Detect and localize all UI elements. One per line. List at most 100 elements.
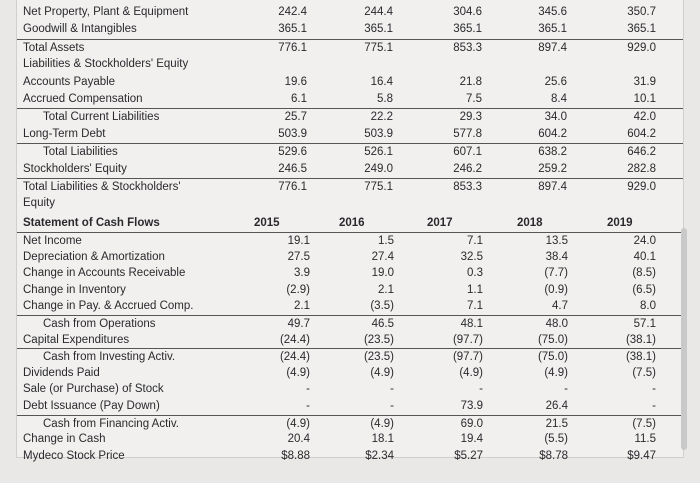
cell-value: 57.1 xyxy=(633,318,656,330)
cell-value: 897.4 xyxy=(538,181,567,193)
cell-value: 897.4 xyxy=(538,41,567,54)
cell-value: (4.9) xyxy=(459,366,483,379)
cell-value: 2.1 xyxy=(294,300,310,313)
cell-value: 1.1 xyxy=(467,283,483,296)
cell-value: 577.8 xyxy=(453,127,482,140)
row-label: Accounts Payable xyxy=(23,75,116,88)
table-row: Long-Term Debt 503.9 503.9 577.8 604.2 604.2 xyxy=(17,126,683,143)
cell-value: (7.7) xyxy=(544,267,568,280)
table-row: Accrued Compensation 6.1 5.8 7.5 8.4 10.1 xyxy=(17,91,683,108)
cell-value: 259.2 xyxy=(538,162,567,175)
cell-value: (38.1) xyxy=(625,351,656,364)
cell-value: (97.7) xyxy=(452,333,483,346)
row-label: Long-Term Debt xyxy=(23,127,106,140)
cell-value: (2.9) xyxy=(286,283,310,296)
row-label: Depreciation & Amortization xyxy=(23,250,165,263)
cell-value: 246.2 xyxy=(453,162,482,175)
row-label: Net Property, Plant & Equipment xyxy=(23,6,189,18)
cell-value: (0.9) xyxy=(544,283,568,296)
cell-value: $5.27 xyxy=(454,449,483,462)
table-row: Liabilities & Stockholders' Equity xyxy=(17,56,683,73)
cell-value: 42.0 xyxy=(633,111,656,124)
cell-value: 607.1 xyxy=(453,146,482,159)
cell-value: 8.0 xyxy=(640,300,656,313)
cell-value: 19.0 xyxy=(371,267,394,280)
row-label: Capital Expenditures xyxy=(23,333,130,346)
row-label: Stockholders' Equity xyxy=(23,162,127,175)
table-row: Stockholders' Equity 246.5 249.0 246.2 259.2… xyxy=(17,161,683,178)
table-row: Mydeco Stock Price $8.88 $2.34 $5.27 $8.78 $9… xyxy=(17,448,683,465)
row-label: Change in Accounts Receivable xyxy=(23,267,186,280)
cell-value: 365.1 xyxy=(364,23,393,36)
year-header: 2018 xyxy=(517,217,543,229)
cell-value: 40.1 xyxy=(633,250,656,263)
cell-value: 24.0 xyxy=(633,235,656,247)
cell-value: (24.4) xyxy=(279,333,310,346)
cell-value: 4.7 xyxy=(552,300,568,313)
cell-value: (97.7) xyxy=(452,351,483,364)
cell-value: 19.6 xyxy=(284,75,307,88)
cell-value: 13.5 xyxy=(545,235,568,247)
cell-value: 7.1 xyxy=(467,300,483,313)
table-row: Cash from Operations 49.7 46.5 48.1 48.0 57.1 xyxy=(17,315,683,333)
row-label: Mydeco Stock Price xyxy=(23,449,125,462)
cell-value: - xyxy=(306,400,310,412)
cell-value: 246.5 xyxy=(278,162,307,175)
cell-value: - xyxy=(479,383,483,396)
cell-value: 26.4 xyxy=(545,400,568,412)
cell-value: (4.9) xyxy=(286,417,310,430)
cell-value: (5.5) xyxy=(544,433,568,446)
cell-value: 244.4 xyxy=(364,6,393,18)
cell-value: 46.5 xyxy=(371,318,394,330)
cell-value: 242.4 xyxy=(278,6,307,18)
cell-value: - xyxy=(652,383,656,396)
cell-value: 853.3 xyxy=(453,181,482,193)
cell-value: (4.9) xyxy=(544,366,568,379)
cell-value: 22.2 xyxy=(370,111,393,124)
cell-value: (6.5) xyxy=(632,283,656,296)
cell-value: (8.5) xyxy=(632,267,656,280)
cell-value: 776.1 xyxy=(278,181,307,193)
cell-value: 2.1 xyxy=(378,283,394,296)
cell-value: 48.1 xyxy=(460,318,483,330)
cell-value: (24.4) xyxy=(279,351,310,364)
cell-value: $9.47 xyxy=(627,449,656,462)
cell-value: (4.9) xyxy=(370,417,394,430)
table-row: Cash from Investing Activ. (24.4) (23.5) (9… xyxy=(17,348,683,366)
cell-value: 21.8 xyxy=(459,75,482,88)
cell-value: 604.2 xyxy=(538,127,567,140)
cell-value: 29.3 xyxy=(459,111,482,124)
table-row: Change in Inventory (2.9) 2.1 1.1 (0.9) (6.5) xyxy=(17,282,683,299)
cell-value: 638.2 xyxy=(538,146,567,159)
row-label: Change in Cash xyxy=(23,433,106,446)
row-label: Change in Inventory xyxy=(23,283,126,296)
table-row: Net Property, Plant & Equipment 242.4 244.… xyxy=(17,4,683,21)
cell-value: $8.78 xyxy=(539,449,568,462)
cell-value: 1.5 xyxy=(378,235,394,247)
cell-value: (75.0) xyxy=(537,333,568,346)
row-label: Sale (or Purchase) of Stock xyxy=(23,383,164,396)
row-label: Total Liabilities & Stockholders' xyxy=(23,181,181,193)
cell-value: (7.5) xyxy=(632,366,656,379)
cell-value: 503.9 xyxy=(278,127,307,140)
cell-value: 365.1 xyxy=(453,23,482,36)
row-label: Change in Pay. & Accrued Comp. xyxy=(23,300,194,313)
cash-flow-title: Statement of Cash Flows 2015 2016 2017 2… xyxy=(17,215,683,232)
cell-value: 0.3 xyxy=(467,267,483,280)
table-row: Total Assets 776.1 775.1 853.3 897.4 929.0 xyxy=(17,38,683,57)
cell-value: 49.7 xyxy=(287,318,310,330)
row-label: Goodwill & Intangibles xyxy=(23,23,137,36)
cell-value: 775.1 xyxy=(364,41,393,54)
cell-value: - xyxy=(390,383,394,396)
row-label: Net Income xyxy=(23,235,82,247)
cell-value: 526.1 xyxy=(364,146,393,159)
cell-value: 5.8 xyxy=(377,93,393,105)
vertical-scrollbar[interactable] xyxy=(681,228,687,450)
cell-value: (23.5) xyxy=(363,351,394,364)
cell-value: 7.1 xyxy=(467,235,483,247)
cell-value: 503.9 xyxy=(364,127,393,140)
row-label: Total Assets xyxy=(23,41,85,54)
cell-value: 34.0 xyxy=(544,111,567,124)
row-label: Total Liabilities xyxy=(43,146,118,159)
cell-value: 604.2 xyxy=(627,127,656,140)
